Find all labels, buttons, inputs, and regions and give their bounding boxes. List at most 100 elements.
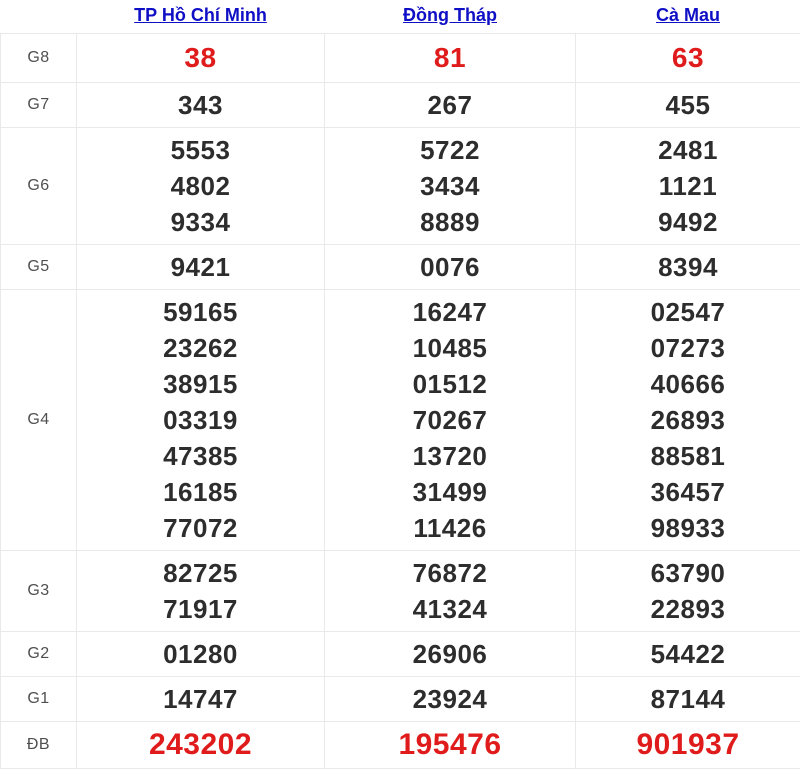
prize-number: 41324: [325, 591, 575, 627]
g4-cell-tphcm: 59165 23262 38915 03319 47385 16185 7707…: [77, 289, 325, 550]
prize-number: 23924: [325, 681, 575, 717]
prize-number: 63: [576, 38, 800, 78]
header-row: TP Hồ Chí Minh Đồng Tháp Cà Mau: [1, 0, 800, 33]
g6-cell-dongthap: 5722 3434 8889: [325, 127, 576, 244]
prize-label-g7: G7: [1, 82, 77, 127]
prize-number: 76872: [325, 555, 575, 591]
prize-number: 59165: [77, 294, 324, 330]
prize-number: 2481: [576, 132, 800, 168]
g5-cell-camau: 8394: [576, 244, 800, 289]
prize-number: 81: [325, 38, 575, 78]
g1-cell-camau: 87144: [576, 676, 800, 721]
db-cell-dongthap: 195476: [325, 721, 576, 768]
g4-cell-camau: 02547 07273 40666 26893 88581 36457 9893…: [576, 289, 800, 550]
prize-number: 10485: [325, 330, 575, 366]
prize-number: 14747: [77, 681, 324, 717]
prize-number: 36457: [576, 474, 800, 510]
prize-number: 16247: [325, 294, 575, 330]
prize-number: 77072: [77, 510, 324, 546]
prize-number: 03319: [77, 402, 324, 438]
prize-label-g3: G3: [1, 550, 77, 631]
g2-cell-camau: 54422: [576, 631, 800, 676]
header-cell-camau: Cà Mau: [576, 0, 800, 33]
prize-number: 901937: [576, 726, 800, 764]
prize-number: 8394: [576, 249, 800, 285]
prize-number: 13720: [325, 438, 575, 474]
prize-number: 31499: [325, 474, 575, 510]
prize-number: 70267: [325, 402, 575, 438]
g5-cell-tphcm: 9421: [77, 244, 325, 289]
prize-number: 63790: [576, 555, 800, 591]
g7-cell-camau: 455: [576, 82, 800, 127]
prize-number: 3434: [325, 168, 575, 204]
prize-number: 11426: [325, 510, 575, 546]
province-link-dong-thap[interactable]: Đồng Tháp: [403, 5, 497, 25]
g3-cell-dongthap: 76872 41324: [325, 550, 576, 631]
prize-number: 54422: [576, 636, 800, 672]
prize-number: 0076: [325, 249, 575, 285]
prize-number: 9334: [77, 204, 324, 240]
prize-label-db: ĐB: [1, 721, 77, 768]
prize-number: 01280: [77, 636, 324, 672]
prize-number: 5722: [325, 132, 575, 168]
g6-cell-camau: 2481 1121 9492: [576, 127, 800, 244]
prize-label-g5: G5: [1, 244, 77, 289]
g3-cell-camau: 63790 22893: [576, 550, 800, 631]
prize-number: 02547: [576, 294, 800, 330]
prize-number: 9492: [576, 204, 800, 240]
prize-label-g6: G6: [1, 127, 77, 244]
g1-cell-tphcm: 14747: [77, 676, 325, 721]
prize-number: 455: [576, 87, 800, 123]
prize-label-g1: G1: [1, 676, 77, 721]
prize-number: 07273: [576, 330, 800, 366]
prize-number: 195476: [325, 726, 575, 764]
prize-number: 8889: [325, 204, 575, 240]
header-cell-dongthap: Đồng Tháp: [325, 0, 576, 33]
prize-number: 01512: [325, 366, 575, 402]
prize-label-g4: G4: [1, 289, 77, 550]
g6-cell-tphcm: 5553 4802 9334: [77, 127, 325, 244]
header-corner: [1, 0, 77, 33]
db-cell-tphcm: 243202: [77, 721, 325, 768]
prize-label-g8: G8: [1, 33, 77, 82]
prize-number: 26893: [576, 402, 800, 438]
prize-number: 243202: [77, 726, 324, 764]
header-cell-tphcm: TP Hồ Chí Minh: [77, 0, 325, 33]
prize-number: 71917: [77, 591, 324, 627]
prize-number: 22893: [576, 591, 800, 627]
prize-number: 88581: [576, 438, 800, 474]
prize-row-g1: G1 14747 23924 87144: [1, 676, 800, 721]
prize-number: 87144: [576, 681, 800, 717]
prize-number: 267: [325, 87, 575, 123]
prize-row-g5: G5 9421 0076 8394: [1, 244, 800, 289]
prize-number: 9421: [77, 249, 324, 285]
prize-number: 16185: [77, 474, 324, 510]
province-link-tp-ho-chi-minh[interactable]: TP Hồ Chí Minh: [134, 5, 267, 25]
g8-cell-camau: 63: [576, 33, 800, 82]
province-link-ca-mau[interactable]: Cà Mau: [656, 5, 720, 25]
prize-row-db: ĐB 243202 195476 901937: [1, 721, 800, 768]
g8-cell-dongthap: 81: [325, 33, 576, 82]
g8-cell-tphcm: 38: [77, 33, 325, 82]
g1-cell-dongthap: 23924: [325, 676, 576, 721]
prize-row-g4: G4 59165 23262 38915 03319 47385 16185 7…: [1, 289, 800, 550]
g5-cell-dongthap: 0076: [325, 244, 576, 289]
prize-row-g3: G3 82725 71917 76872 41324 63790 22893: [1, 550, 800, 631]
prize-number: 38915: [77, 366, 324, 402]
prize-number: 23262: [77, 330, 324, 366]
g7-cell-tphcm: 343: [77, 82, 325, 127]
prize-number: 1121: [576, 168, 800, 204]
g3-cell-tphcm: 82725 71917: [77, 550, 325, 631]
prize-row-g7: G7 343 267 455: [1, 82, 800, 127]
g4-cell-dongthap: 16247 10485 01512 70267 13720 31499 1142…: [325, 289, 576, 550]
db-cell-camau: 901937: [576, 721, 800, 768]
prize-number: 40666: [576, 366, 800, 402]
g7-cell-dongthap: 267: [325, 82, 576, 127]
prize-number: 82725: [77, 555, 324, 591]
prize-number: 343: [77, 87, 324, 123]
prize-number: 4802: [77, 168, 324, 204]
g2-cell-dongthap: 26906: [325, 631, 576, 676]
prize-row-g8: G8 38 81 63: [1, 33, 800, 82]
prize-number: 26906: [325, 636, 575, 672]
